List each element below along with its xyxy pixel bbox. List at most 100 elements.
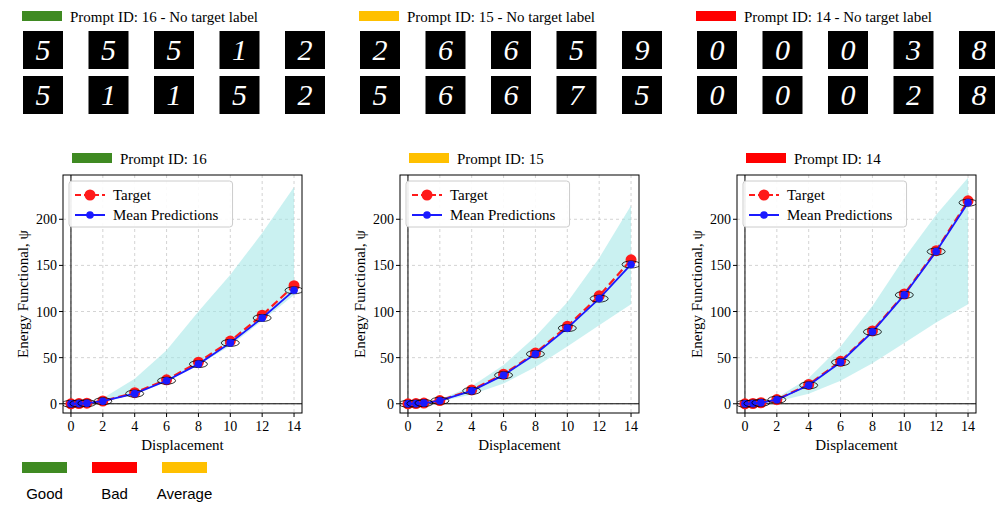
- digit-image: [763, 31, 803, 69]
- distribution: [126, 390, 144, 397]
- digit: 0: [841, 78, 856, 111]
- title: Prompt ID: 14: [794, 151, 881, 167]
- tick: [396, 219, 400, 220]
- digit-image: [828, 31, 868, 69]
- tick-label: 150: [710, 258, 731, 273]
- tick: [808, 413, 809, 417]
- x-axis-label: Displacement: [815, 437, 898, 453]
- marker: [436, 397, 444, 405]
- tick-label: 100: [373, 305, 394, 320]
- tick-label: 14: [287, 419, 301, 434]
- digit: 2: [298, 33, 313, 66]
- distribution: [895, 291, 913, 298]
- digit: 7: [569, 78, 586, 111]
- tick-label: 4: [131, 419, 138, 434]
- digit: 1: [232, 33, 247, 66]
- tick-label: 50: [380, 351, 394, 366]
- tick-label: 14: [961, 419, 975, 434]
- tick-label: 12: [929, 419, 943, 434]
- digit-image: [426, 31, 466, 69]
- digit-image: [220, 76, 260, 114]
- tick-label: 4: [805, 419, 812, 434]
- legend-label: Mean Predictions: [113, 207, 219, 223]
- digit: 6: [438, 33, 453, 66]
- digit-image: [697, 31, 737, 69]
- marker: [869, 328, 877, 336]
- digit: 0: [710, 78, 725, 111]
- header: Prompt ID: 16 - No target label: [70, 9, 258, 25]
- figure: Prompt ID: 16 - No target label555125115…: [0, 0, 995, 506]
- digit: 5: [569, 33, 584, 66]
- tick-label: 4: [468, 419, 475, 434]
- x-axis-label: Displacement: [141, 437, 224, 453]
- legend: TargetMean Predictions: [69, 181, 233, 227]
- rating-swatch: [162, 462, 207, 473]
- rating-swatch: [92, 462, 137, 473]
- frame: [400, 175, 639, 413]
- tick: [166, 413, 167, 417]
- tick-label: 2: [436, 419, 443, 434]
- series-line: [408, 260, 631, 404]
- y-axis-label: Energy Functional, ψ: [15, 229, 31, 357]
- tick: [567, 413, 568, 417]
- marker: [163, 377, 171, 385]
- legend-label: Mean Predictions: [450, 207, 556, 223]
- tick-label: 2: [773, 419, 780, 434]
- marker: [805, 382, 813, 390]
- title-swatch: [72, 153, 112, 163]
- rating-swatch: [22, 462, 67, 473]
- header-swatch: [359, 11, 399, 21]
- digit: 0: [841, 33, 856, 66]
- x-axis-label: Displacement: [478, 437, 561, 453]
- digit: 0: [775, 78, 790, 111]
- tick-label: 6: [500, 419, 507, 434]
- digit: 5: [232, 78, 247, 111]
- digit: 2: [906, 78, 921, 111]
- distribution: [863, 328, 881, 335]
- digit-image: [491, 76, 531, 114]
- distribution: [78, 400, 96, 407]
- tick: [631, 413, 632, 417]
- tick: [198, 413, 199, 417]
- tick-label: 50: [717, 351, 731, 366]
- legend-label: Mean Predictions: [787, 207, 893, 223]
- marker: [964, 199, 972, 207]
- header: Prompt ID: 14 - No target label: [744, 9, 932, 25]
- marker: [195, 360, 203, 368]
- digit-image: [959, 76, 995, 114]
- digit: 6: [438, 78, 453, 111]
- tick-label: 14: [624, 419, 638, 434]
- digit-image: [828, 76, 868, 114]
- tick: [294, 413, 295, 417]
- tick: [439, 413, 440, 417]
- tick-label: 100: [710, 305, 731, 320]
- digit: 6: [504, 78, 519, 111]
- distribution: [959, 199, 976, 206]
- marker: [258, 314, 266, 322]
- legend: TargetMean Predictions: [743, 181, 907, 227]
- digit: 2: [298, 78, 313, 111]
- tick: [396, 403, 400, 404]
- digit-image: [697, 76, 737, 114]
- tick-label: 6: [837, 419, 844, 434]
- legend-marker: [759, 190, 770, 201]
- digit: 1: [167, 78, 182, 111]
- tick-label: 200: [373, 212, 394, 227]
- tick: [471, 413, 472, 417]
- distribution: [431, 397, 449, 404]
- panel: Prompt ID: 15 - No target label266595667…: [352, 9, 662, 453]
- digit: 5: [373, 78, 388, 111]
- distribution: [94, 398, 112, 405]
- tick: [599, 413, 600, 417]
- tick: [70, 413, 71, 417]
- digit-image: [959, 31, 995, 69]
- title: Prompt ID: 15: [457, 151, 544, 167]
- digit-image: [89, 31, 129, 69]
- tick-label: 150: [36, 258, 57, 273]
- rating-label: Average: [157, 485, 213, 502]
- title-swatch: [409, 153, 449, 163]
- header: Prompt ID: 15 - No target label: [407, 9, 595, 25]
- distribution: [189, 361, 207, 368]
- digit-image: [360, 76, 400, 114]
- digit-image: [360, 31, 400, 69]
